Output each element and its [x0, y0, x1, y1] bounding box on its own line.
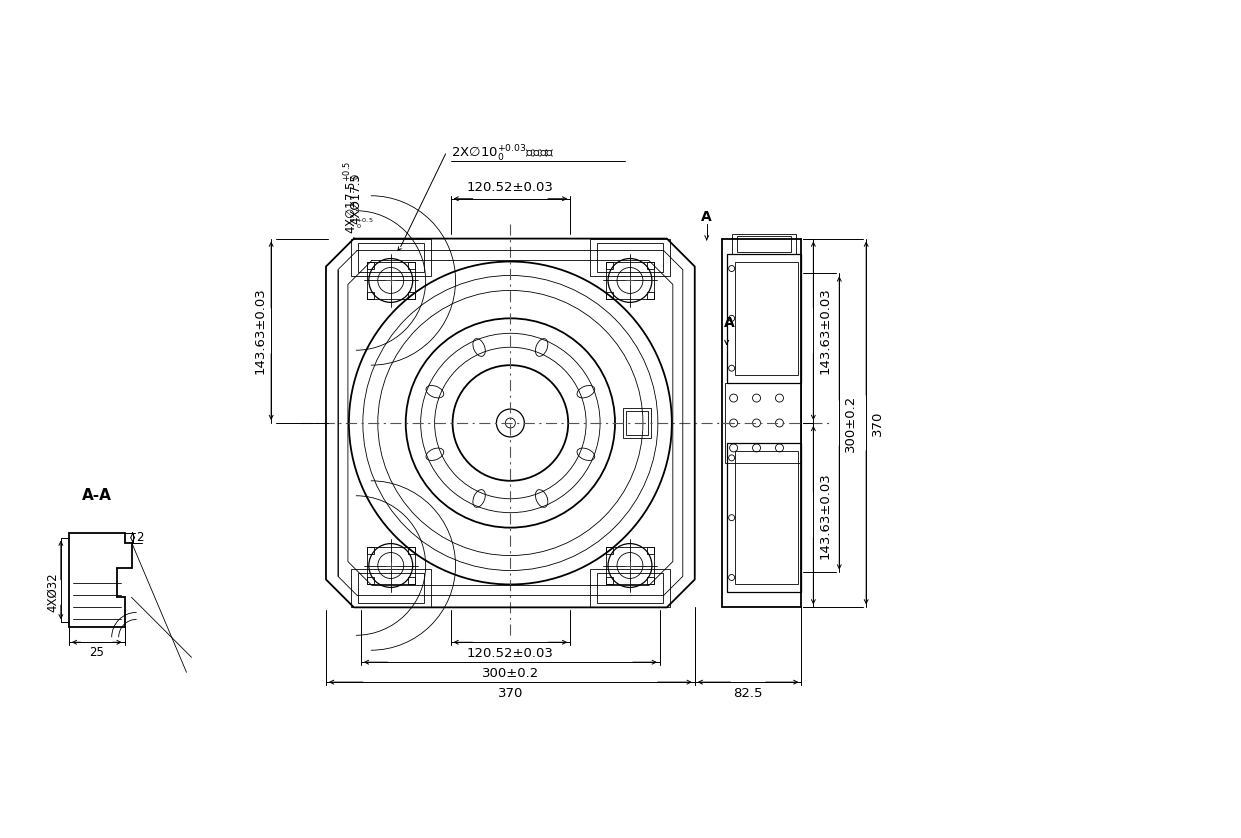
Bar — [367, 292, 374, 299]
Bar — [647, 577, 654, 584]
Bar — [367, 546, 374, 554]
Bar — [625, 411, 648, 435]
Text: 143.63±0.03: 143.63±0.03 — [818, 287, 831, 375]
Text: A: A — [701, 210, 712, 224]
Text: 370: 370 — [871, 411, 884, 436]
Text: 82.5: 82.5 — [733, 687, 763, 700]
Bar — [367, 261, 374, 268]
Bar — [367, 577, 374, 584]
Bar — [408, 546, 414, 554]
Bar — [725, 383, 802, 463]
Bar — [367, 261, 414, 299]
Bar — [606, 546, 613, 554]
Bar — [606, 292, 613, 299]
Bar — [606, 546, 654, 584]
Bar — [647, 261, 654, 268]
Text: A: A — [725, 316, 735, 330]
Text: 120.52±0.03: 120.52±0.03 — [467, 647, 553, 660]
Text: 370: 370 — [498, 687, 522, 700]
Text: 300±0.2: 300±0.2 — [844, 395, 858, 452]
Text: 2X$\varnothing$10$^{+0.03}_{0}$（通孔）: 2X$\varnothing$10$^{+0.03}_{0}$（通孔） — [450, 144, 555, 164]
Bar — [351, 570, 431, 608]
Bar — [357, 573, 423, 603]
Bar — [357, 242, 423, 272]
Bar — [597, 242, 663, 272]
Bar — [727, 254, 802, 383]
Bar — [732, 234, 797, 254]
Bar — [591, 239, 670, 277]
Bar — [606, 261, 654, 299]
Text: 2: 2 — [137, 531, 144, 544]
Bar — [351, 239, 431, 277]
Bar — [727, 443, 802, 592]
Bar — [408, 292, 414, 299]
Bar — [647, 546, 654, 554]
Bar — [737, 235, 792, 251]
Bar — [735, 261, 798, 375]
Text: 300±0.2: 300±0.2 — [482, 667, 539, 680]
Bar — [367, 546, 414, 584]
Bar — [408, 577, 414, 584]
Bar — [647, 292, 654, 299]
Text: 4XØ32: 4XØ32 — [46, 572, 58, 613]
Bar — [623, 408, 650, 438]
Bar — [597, 573, 663, 603]
Bar — [735, 451, 798, 584]
Bar — [606, 577, 613, 584]
Text: 143.63±0.03: 143.63±0.03 — [253, 287, 266, 375]
Bar — [591, 570, 670, 608]
Text: 120.52±0.03: 120.52±0.03 — [467, 181, 553, 194]
Text: 4X$\varnothing$17.5$^{+0.5}_{\ 0}$: 4X$\varnothing$17.5$^{+0.5}_{\ 0}$ — [343, 160, 362, 234]
Text: 143.63±0.03: 143.63±0.03 — [818, 472, 831, 559]
Bar — [408, 261, 414, 268]
Text: 4XØ17.5: 4XØ17.5 — [350, 173, 362, 224]
Bar — [606, 261, 613, 268]
Text: 25: 25 — [89, 646, 104, 660]
Text: A-A: A-A — [82, 488, 112, 503]
Text: $^{+0}_{0}$$^{.5}$: $^{+0}_{0}$$^{.5}$ — [356, 216, 375, 231]
